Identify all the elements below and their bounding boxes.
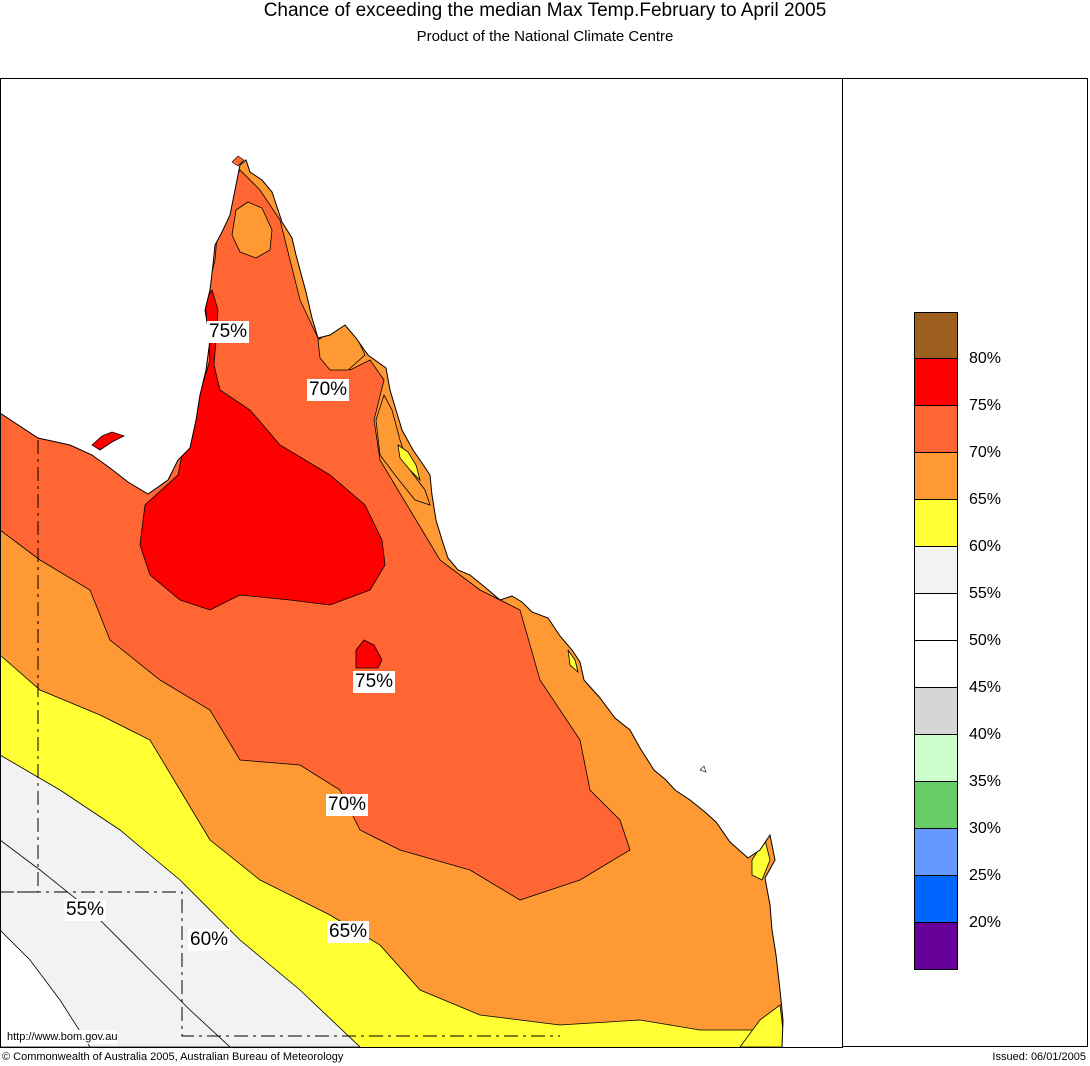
legend-label: 30% (969, 820, 1002, 837)
legend-swatch (914, 547, 958, 594)
contour-label-65: 65% (327, 921, 370, 943)
copyright-text: © Commonwealth of Australia 2005, Austra… (2, 1051, 344, 1063)
contour-label-70-central: 70% (326, 794, 369, 816)
legend-swatch (914, 735, 958, 782)
legend-label: 75% (969, 397, 1002, 414)
contour-label-75-central: 75% (353, 671, 396, 693)
bom-url: http://www.bom.gov.au (7, 1030, 118, 1044)
legend-label: 65% (969, 491, 1002, 508)
contour-label-60: 60% (188, 929, 231, 951)
map-title: Chance of exceeding the median Max Temp.… (263, 0, 827, 21)
legend-swatch (914, 359, 958, 406)
legend-swatch (914, 406, 958, 453)
legend-label: 45% (969, 679, 1002, 696)
legend-label: 55% (969, 585, 1002, 602)
map-subtitle: Product of the National Climate Centre (416, 28, 674, 45)
legend-label: 60% (969, 538, 1002, 555)
legend-label: 80% (969, 350, 1002, 367)
legend-swatch (914, 923, 958, 970)
legend-swatch (914, 641, 958, 688)
legend-swatch (914, 500, 958, 547)
legend-swatch (914, 312, 958, 359)
legend-label: 20% (969, 914, 1002, 931)
contour-label-75-north: 75% (207, 321, 250, 343)
issued-date: Issued: 06/01/2005 (992, 1051, 1086, 1063)
legend-swatch (914, 688, 958, 735)
contour-label-70-north: 70% (307, 379, 350, 401)
legend-label: 40% (969, 726, 1002, 743)
legend-label: 70% (969, 444, 1002, 461)
legend-swatch (914, 782, 958, 829)
contour-label-55: 55% (64, 899, 107, 921)
legend-swatch (914, 829, 958, 876)
legend-label: 25% (969, 867, 1002, 884)
legend-swatch (914, 594, 958, 641)
legend-label: 50% (969, 632, 1002, 649)
legend-swatch (914, 876, 958, 923)
legend-panel (842, 78, 1088, 1047)
queensland-map (0, 78, 843, 1048)
legend-label: 35% (969, 773, 1002, 790)
legend-swatch (914, 453, 958, 500)
